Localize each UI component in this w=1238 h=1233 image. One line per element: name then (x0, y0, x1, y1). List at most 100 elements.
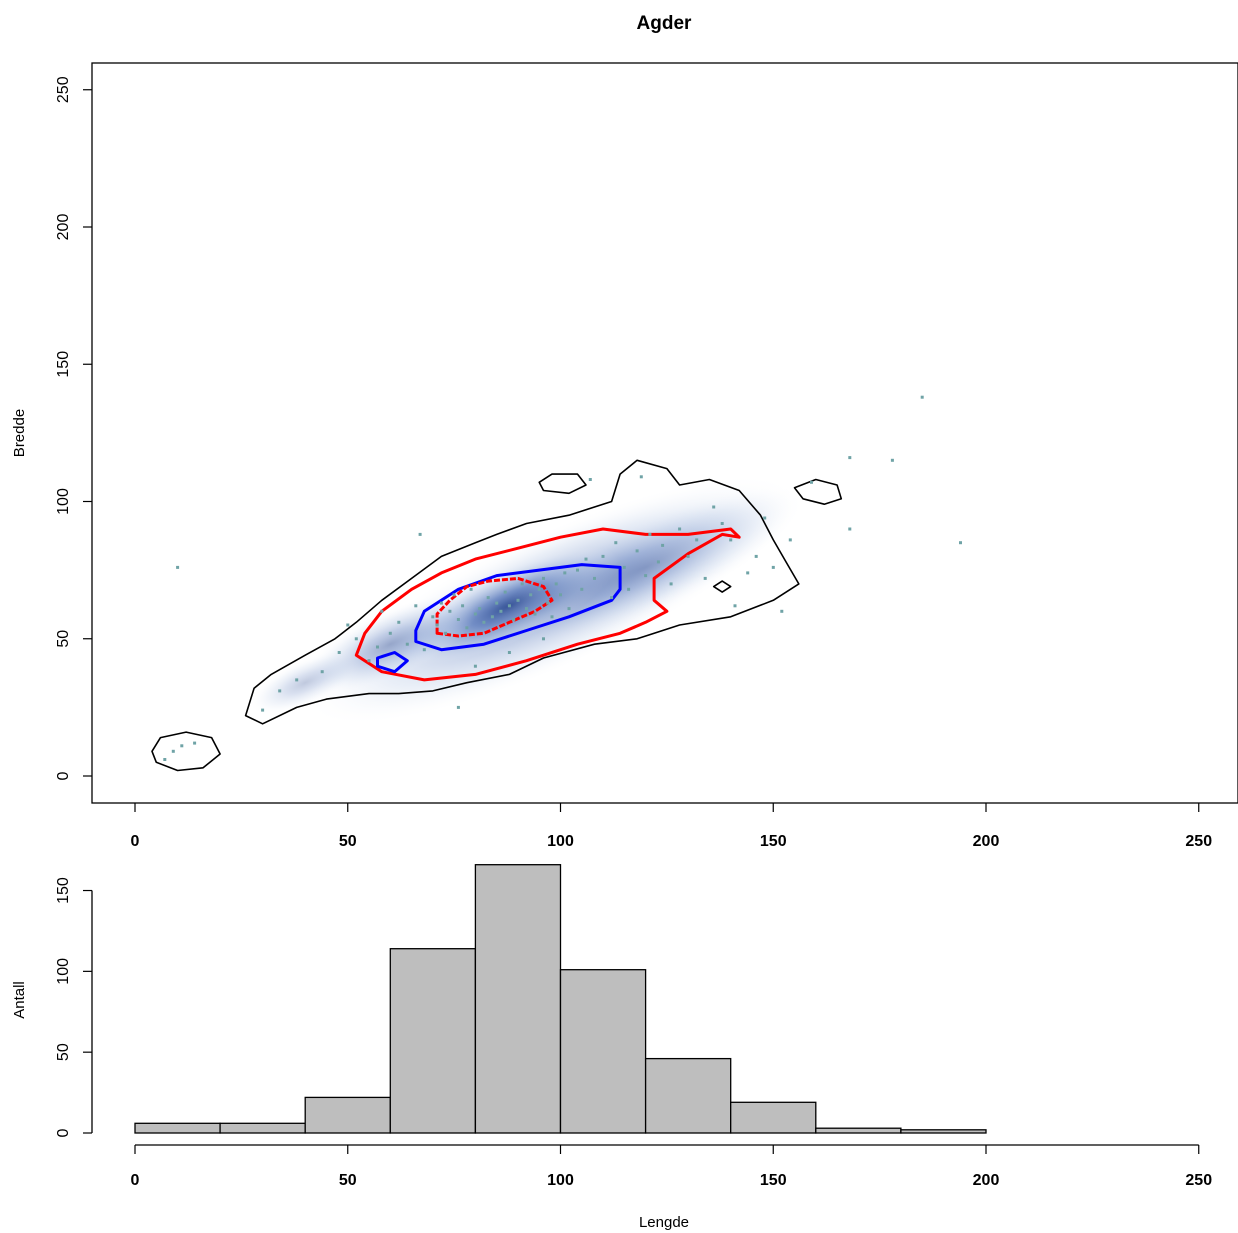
scatter-point (337, 651, 341, 654)
scatter-point (435, 623, 439, 627)
x-tick-label: 100 (547, 1172, 574, 1189)
scatter-point (354, 637, 358, 641)
scatter-point (512, 618, 516, 621)
scatter-point (771, 565, 775, 569)
scatter-point (669, 582, 673, 586)
scatter-point (848, 456, 852, 460)
x-tick-label: 200 (973, 833, 1000, 850)
density-contour-outer (793, 478, 843, 505)
histogram-y-label: Antall (11, 981, 28, 1019)
x-tick-label: 50 (339, 833, 357, 850)
scatter-point (733, 604, 737, 608)
scatter-point (473, 612, 477, 616)
density-fill (250, 477, 803, 724)
histogram-y-axis: 0 50 100 150 (55, 877, 93, 1137)
scatter-point (546, 601, 550, 605)
y-tick-label: 50 (55, 1043, 72, 1061)
density-contours (151, 459, 843, 772)
histogram-bar (815, 1127, 902, 1134)
density-contour-outer (151, 731, 221, 772)
scatter-point (639, 475, 643, 479)
scatter-point (431, 615, 435, 619)
scatter-point (754, 554, 758, 558)
scatter-point (686, 554, 690, 558)
scatter-point (584, 557, 588, 561)
scatter-point (720, 522, 724, 525)
scatter-point (405, 642, 409, 646)
y-tick-label: 100 (55, 958, 72, 985)
density-contour-inner (435, 576, 554, 638)
scatter-x-axis: 0 50 100 150 200 250 (131, 803, 1212, 850)
scatter-point (503, 590, 507, 594)
scatter-point (516, 598, 520, 602)
scatter-point (180, 744, 184, 748)
scatter-point (444, 631, 448, 635)
scatter-point (376, 645, 379, 649)
scatter-point (661, 543, 665, 547)
scatter-point (469, 587, 473, 591)
scatter-point (695, 538, 699, 542)
scatter-point (610, 596, 614, 600)
scatter-point (525, 607, 528, 611)
scatter-point (537, 587, 541, 591)
density-glow (250, 651, 361, 715)
histogram-bars (134, 864, 987, 1134)
scatter-plot-frame (91, 62, 1238, 804)
scatter-point (397, 620, 401, 624)
scatter-point (320, 670, 324, 674)
scatter-point (729, 538, 733, 542)
scatter-point (490, 615, 494, 619)
x-tick-label: 50 (339, 1172, 357, 1189)
scatter-point (848, 527, 852, 531)
scatter-point (656, 560, 660, 564)
scatter-point (163, 758, 167, 761)
histogram-bar (389, 948, 477, 1134)
scatter-point (614, 541, 618, 545)
scatter-point (763, 516, 767, 520)
scatter-point (482, 620, 486, 624)
scatter-point (461, 604, 465, 608)
scatter-point (959, 541, 962, 545)
histogram-bar (474, 864, 562, 1134)
scatter-point (439, 601, 443, 605)
x-tick-label: 150 (760, 1172, 787, 1189)
density-contour-middle (354, 527, 741, 682)
y-tick-label: 100 (55, 488, 72, 515)
scatter-point (542, 637, 545, 641)
x-tick-label: 150 (760, 833, 787, 850)
scatter-point (507, 651, 511, 654)
scatter-point (588, 478, 592, 481)
scatter-point (520, 582, 524, 586)
scatter-point (473, 664, 477, 668)
scatter-point (788, 538, 792, 542)
y-tick-label: 150 (55, 351, 72, 378)
scatter-point (478, 607, 482, 611)
scatter-point (456, 618, 460, 621)
scatter-point (422, 648, 426, 652)
histogram-x-axis: 0 50 100 150 200 250 (131, 1144, 1212, 1189)
scatter-point (780, 609, 784, 613)
scatter-point (550, 615, 554, 619)
scatter-point (380, 609, 384, 613)
scatter-point (465, 626, 469, 630)
density-contour-middle (414, 563, 622, 652)
scatter-points (163, 395, 962, 761)
scatter-point (703, 576, 707, 580)
scatter-point (529, 593, 533, 597)
scatter-point (746, 571, 750, 575)
scatter-point (486, 596, 490, 600)
scatter-y-axis: 0 50 100 150 200 250 (55, 76, 92, 780)
histogram-bar (219, 1122, 306, 1134)
scatter-y-label: Bredde (11, 409, 28, 457)
density-contour-middle (376, 651, 409, 674)
scatter-point (559, 593, 562, 597)
scatter-panel: 0 50 100 150 200 250 0 50 100 150 200 250 Bredde (11, 62, 1238, 850)
y-tick-label: 50 (55, 630, 72, 648)
scatter-point (890, 458, 894, 462)
scatter-point (499, 609, 503, 613)
y-tick-label: 0 (55, 771, 72, 780)
scatter-point (563, 571, 567, 575)
histogram-panel: 0 50 100 150 200 250 0 50 100 150 Antall Lengde (11, 864, 1212, 1231)
scatter-point (644, 574, 648, 578)
